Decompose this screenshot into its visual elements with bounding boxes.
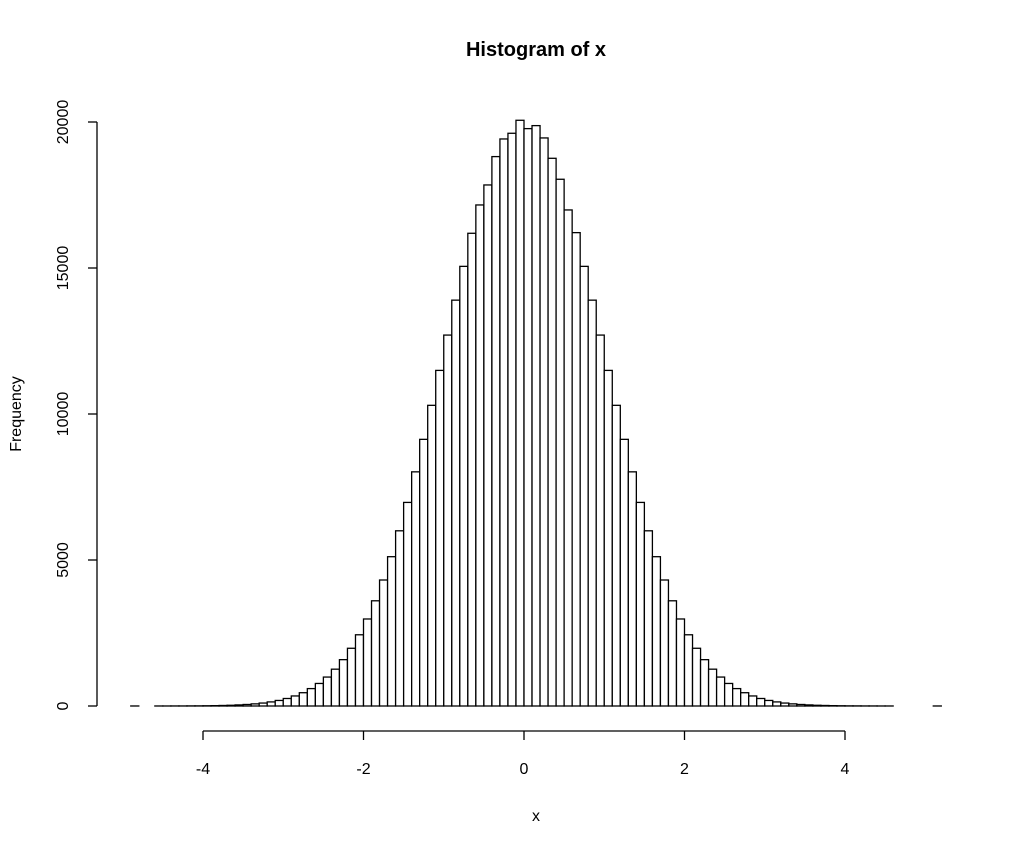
- histogram-bar: [394, 530, 405, 707]
- histogram-bar: [386, 556, 397, 707]
- histogram-bar: [555, 178, 565, 707]
- histogram-bar: [314, 682, 325, 707]
- histogram-bar: [290, 695, 300, 707]
- histogram-bar: [266, 701, 276, 707]
- histogram-bar: [322, 676, 333, 707]
- histogram-bar: [772, 701, 782, 707]
- histogram-bar: [274, 699, 284, 707]
- histogram-bar: [250, 703, 260, 707]
- histogram-bar: [435, 369, 445, 707]
- histogram-bar: [635, 501, 646, 707]
- histogram-bar: [587, 299, 597, 707]
- histogram-bar: [780, 702, 790, 707]
- histogram-bar: [346, 647, 357, 707]
- histogram-bar: [804, 704, 814, 707]
- histogram-bar: [507, 132, 517, 707]
- x-axis: -4 -2 0 2 4: [196, 730, 850, 778]
- histogram-bar: [643, 530, 654, 707]
- y-tick-label: 15000: [55, 246, 72, 291]
- histogram-bar: [451, 299, 461, 707]
- histogram-bar: [651, 556, 662, 707]
- x-tick-label: 2: [680, 761, 689, 778]
- histogram-bar: [796, 703, 806, 707]
- histogram-bar: [619, 438, 629, 707]
- histogram-bar: [330, 668, 341, 707]
- x-tick-label: 0: [520, 761, 529, 778]
- histogram-bar: [523, 127, 533, 707]
- histogram-bar: [659, 579, 670, 707]
- histogram-bar: [740, 692, 750, 707]
- histogram-bar: [667, 600, 678, 707]
- histogram-bar: [699, 659, 710, 707]
- histogram-bar: [419, 438, 429, 707]
- y-tick-label: 0: [55, 701, 72, 710]
- histogram-bar: [603, 369, 613, 707]
- histogram-bar: [683, 634, 694, 707]
- histogram-bar: [627, 471, 638, 707]
- histogram-bar: [515, 119, 525, 707]
- histogram-bar: [707, 668, 718, 707]
- histogram-bar: [338, 659, 349, 707]
- y-tick-label: 10000: [55, 392, 72, 437]
- histogram-bar: [820, 704, 830, 707]
- y-axis: 0 5000 10000 15000 20000: [55, 100, 98, 710]
- histogram-bar: [402, 501, 413, 707]
- histogram-bar: [354, 634, 365, 707]
- x-axis-title: x: [532, 808, 540, 825]
- histogram-bar: [595, 334, 605, 707]
- histogram-bar: [499, 138, 509, 707]
- x-tick-label: -2: [356, 761, 370, 778]
- histogram-bar: [226, 704, 236, 707]
- bars-group: [130, 119, 942, 707]
- histogram-bar: [306, 687, 317, 707]
- histogram-bar: [675, 618, 686, 707]
- histogram-bar: [234, 704, 244, 707]
- histogram-bar: [539, 137, 549, 707]
- histogram-bar: [764, 699, 774, 707]
- histogram-bar: [748, 695, 758, 707]
- histogram-bar: [443, 334, 453, 707]
- histogram-bar: [467, 232, 477, 707]
- histogram-bar: [571, 231, 581, 707]
- histogram-bar: [378, 579, 389, 707]
- histogram-bar: [218, 704, 228, 707]
- histogram-bar: [611, 404, 621, 707]
- histogram-bar: [362, 618, 373, 707]
- histogram-bar: [475, 204, 485, 707]
- histogram-bar: [691, 647, 702, 707]
- histogram-bar: [491, 155, 501, 707]
- histogram-bar: [410, 471, 421, 707]
- histogram-bar: [242, 703, 252, 707]
- y-tick-label: 5000: [55, 542, 72, 578]
- histogram-bar: [370, 600, 381, 707]
- histogram-bar: [715, 676, 726, 707]
- y-axis-title: Frequency: [8, 376, 25, 452]
- histogram-bar: [258, 702, 268, 707]
- chart-title: Histogram of x: [466, 39, 606, 61]
- histogram-bar: [563, 209, 573, 707]
- histogram-bar: [812, 704, 822, 707]
- histogram-bar: [459, 265, 469, 707]
- histogram-bar: [723, 682, 734, 707]
- histogram-bar: [579, 265, 589, 707]
- histogram-bar: [298, 692, 308, 707]
- histogram-bar: [788, 703, 798, 707]
- histogram-bar: [732, 687, 742, 707]
- histogram-bar: [531, 124, 541, 707]
- y-tick-label: 20000: [55, 100, 72, 145]
- histogram-bar: [547, 157, 557, 707]
- histogram-bar: [427, 404, 437, 707]
- x-tick-label: 4: [841, 761, 850, 778]
- histogram-bar: [756, 697, 766, 707]
- histogram-bar: [483, 184, 493, 707]
- histogram-bar: [282, 697, 292, 707]
- x-tick-label: -4: [196, 761, 210, 778]
